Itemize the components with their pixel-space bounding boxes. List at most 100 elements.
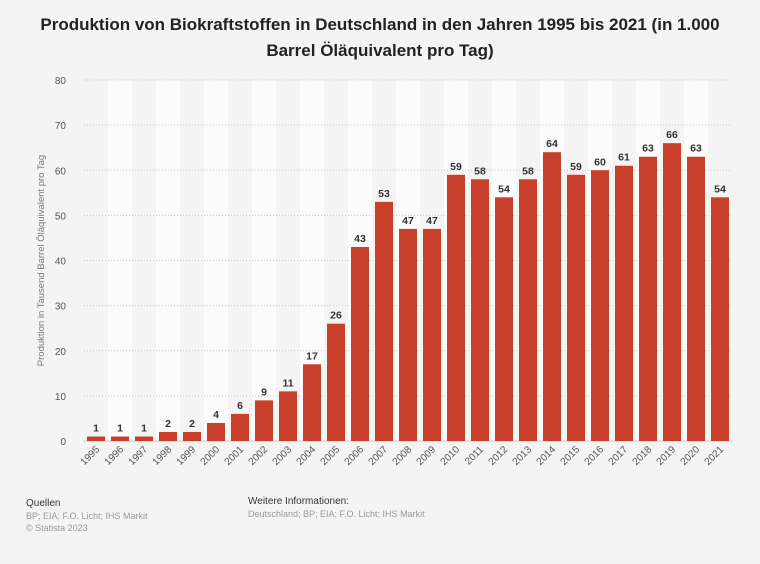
x-tick-label: 2018: [631, 444, 655, 468]
y-axis-title: Produktion in Tausend Barrel Öläquivalen…: [36, 155, 47, 366]
x-tick-label: 2004: [295, 444, 319, 468]
bar: [471, 179, 489, 441]
bar: [255, 400, 273, 441]
x-tick-label: 2003: [271, 444, 295, 468]
info-block: Weitere Informationen: Deutschland; BP; …: [248, 496, 425, 520]
x-tick-label: 2012: [487, 444, 511, 468]
bar: [495, 197, 513, 441]
info-heading: Weitere Informationen:: [248, 496, 349, 507]
x-tick-label: 2017: [607, 444, 631, 468]
y-tick-label: 50: [55, 211, 67, 222]
bar: [399, 228, 417, 441]
sources-heading: Quellen: [26, 498, 61, 509]
bar-chart: 0 10 20 30 40 50 60 70 80 1 1995 1 1996 1 1997 2 1998 2 19…: [36, 76, 732, 468]
x-tick-label: 2005: [319, 444, 343, 468]
bar: [279, 391, 297, 441]
value-label: 59: [450, 161, 462, 173]
x-tick-label: 2002: [247, 444, 271, 468]
x-tick-label: 2006: [343, 444, 367, 468]
info-text: Deutschland; BP; EIA; F.O. Licht; IHS Ma…: [248, 509, 425, 519]
value-label: 58: [522, 165, 534, 177]
bar: [639, 156, 657, 441]
chart-title: Produktion von Biokraftstoffen in Deutsc…: [40, 15, 720, 60]
sources-block: Quellen BP; EIA; F.O. Licht; IHS Markit …: [26, 498, 148, 534]
bar: [303, 364, 321, 441]
bar: [135, 436, 153, 441]
value-label: 9: [261, 386, 267, 398]
value-label: 58: [474, 165, 486, 177]
sources-text: BP; EIA; F.O. Licht; IHS Markit: [26, 511, 148, 521]
x-tick-label: 2001: [223, 444, 247, 468]
x-tick-label: 2021: [703, 444, 727, 468]
y-tick-label: 30: [55, 302, 67, 313]
value-label: 47: [426, 215, 438, 227]
value-label: 64: [546, 138, 558, 150]
value-label: 1: [93, 422, 99, 434]
x-tick-label: 2020: [679, 444, 703, 468]
value-label: 1: [141, 422, 147, 434]
value-label: 63: [690, 143, 702, 155]
copyright-text: © Statista 2023: [26, 523, 88, 533]
x-tick-label: 1996: [103, 444, 127, 468]
x-tick-label: 2011: [463, 444, 486, 467]
bar: [159, 431, 177, 441]
x-tick-label: 1999: [175, 444, 199, 468]
y-tick-label: 80: [55, 76, 67, 87]
bar: [615, 165, 633, 442]
y-tick-label: 20: [55, 347, 67, 358]
value-label: 17: [306, 350, 318, 362]
bar: [207, 422, 225, 441]
bar: [423, 228, 441, 441]
value-label: 54: [498, 183, 510, 195]
value-label: 4: [213, 409, 219, 421]
x-tick-label: 2019: [655, 444, 679, 468]
bar: [447, 174, 465, 441]
value-label: 63: [642, 143, 654, 155]
x-tick-label: 2009: [415, 444, 439, 468]
x-tick-label: 2007: [367, 444, 391, 468]
y-tick-label: 60: [55, 166, 67, 177]
value-label: 2: [165, 418, 171, 430]
value-label: 47: [402, 215, 414, 227]
x-tick-label: 2016: [583, 444, 607, 468]
y-tick-label: 0: [60, 437, 66, 448]
y-tick-label: 40: [55, 257, 67, 268]
value-label: 59: [570, 161, 582, 173]
x-tick-label: 2014: [535, 444, 559, 468]
x-tick-label: 2013: [511, 444, 535, 468]
bar: [327, 323, 345, 441]
bar: [183, 431, 201, 441]
y-tick-label: 70: [55, 121, 67, 132]
x-tick-label: 1998: [151, 444, 175, 468]
bar: [87, 436, 105, 441]
bar: [591, 170, 609, 441]
value-label: 26: [330, 310, 342, 322]
value-label: 6: [237, 400, 243, 412]
value-label: 66: [666, 129, 678, 141]
value-label: 11: [282, 377, 293, 389]
value-label: 1: [117, 422, 123, 434]
bar: [543, 152, 561, 441]
value-label: 2: [189, 418, 195, 430]
x-tick-label: 2008: [391, 444, 415, 468]
bar: [375, 201, 393, 441]
y-tick-label: 10: [55, 392, 67, 403]
bar: [687, 156, 705, 441]
value-label: 61: [618, 152, 630, 164]
x-tick-label: 1997: [127, 444, 151, 468]
bar: [567, 174, 585, 441]
bar: [711, 197, 729, 441]
x-tick-label: 2015: [559, 444, 583, 468]
value-label: 60: [594, 156, 606, 168]
bar: [111, 436, 129, 441]
x-tick-label: 2010: [439, 444, 463, 468]
value-label: 53: [378, 188, 390, 200]
value-label: 54: [714, 183, 726, 195]
x-tick-label: 2000: [199, 444, 223, 468]
bar: [231, 413, 249, 441]
bar: [519, 179, 537, 441]
x-tick-label: 1995: [79, 444, 103, 468]
value-label: 43: [354, 233, 366, 245]
bar: [351, 246, 369, 441]
bar: [663, 143, 681, 442]
